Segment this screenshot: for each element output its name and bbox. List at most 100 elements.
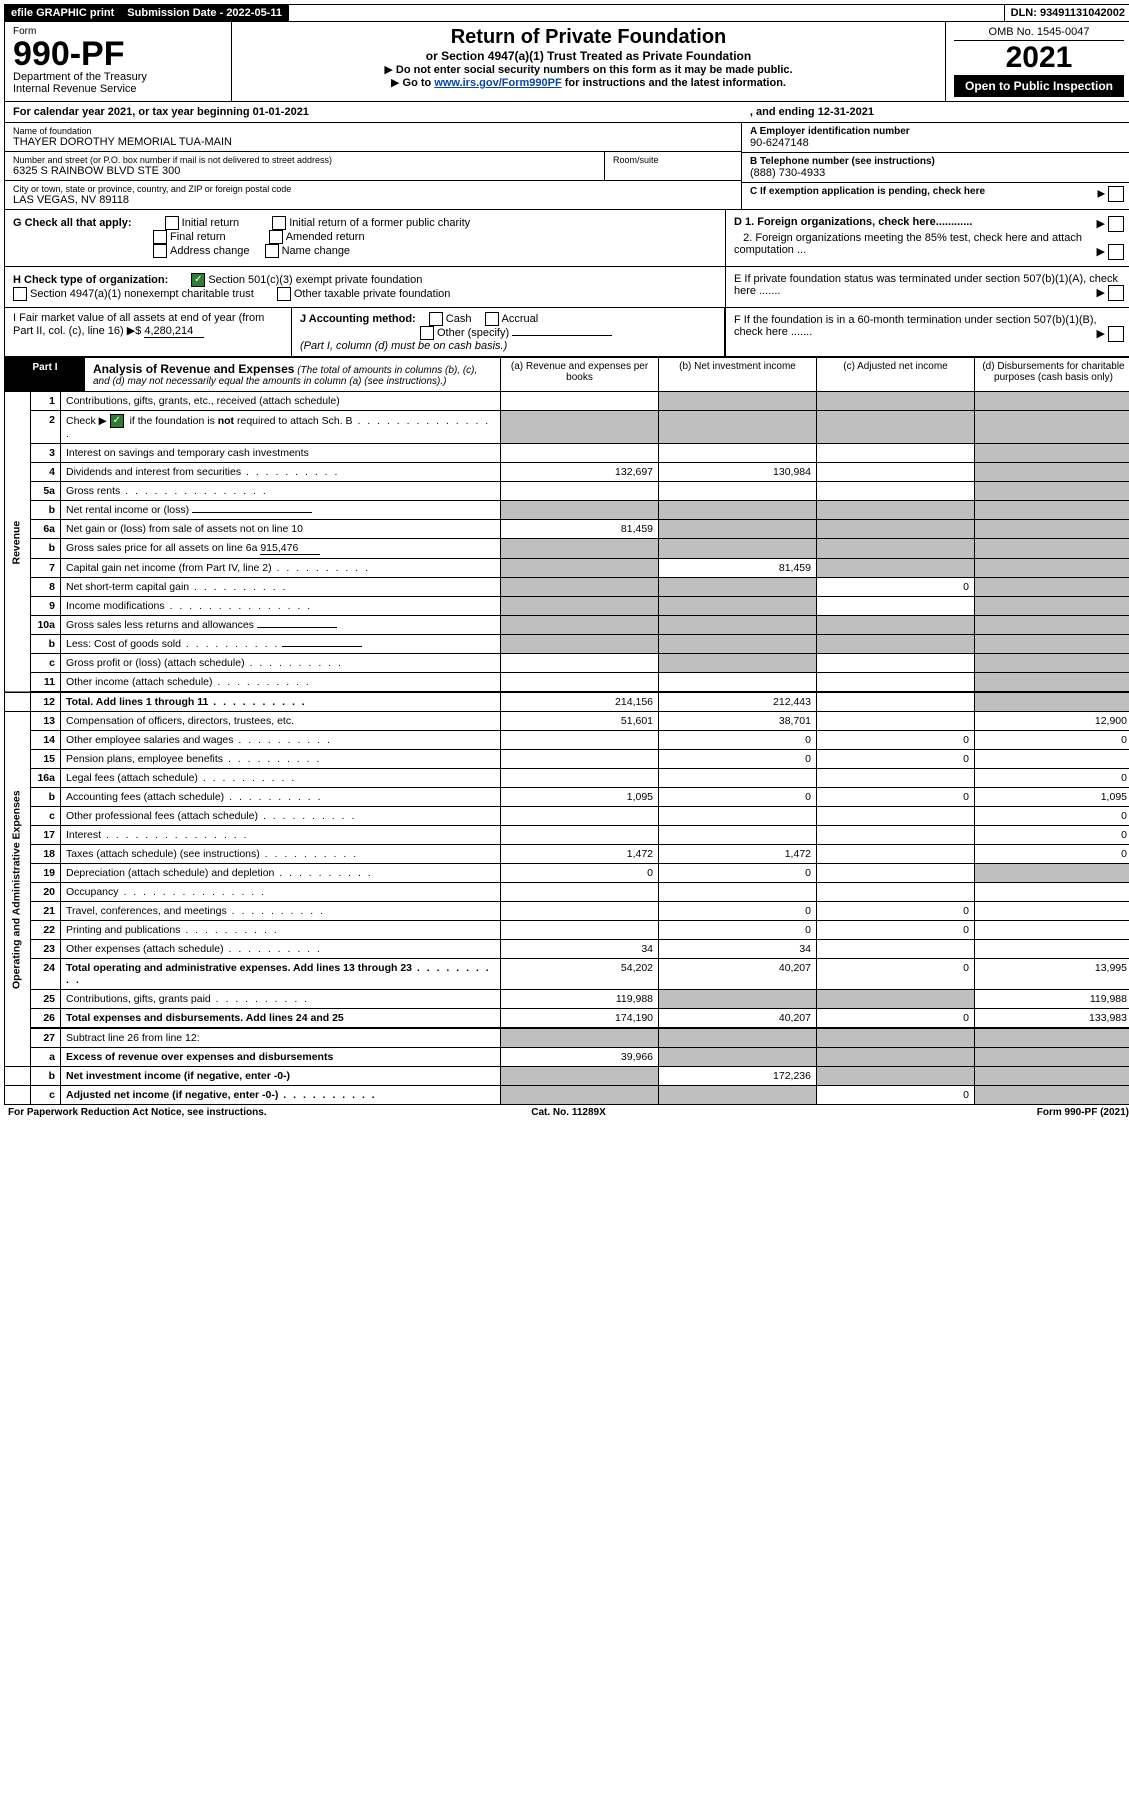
city-label: City or town, state or province, country… (13, 184, 733, 194)
col-c-header: (c) Adjusted net income (817, 358, 975, 392)
cat-no: Cat. No. 11289X (382, 1107, 756, 1118)
line13-desc: Compensation of officers, directors, tru… (61, 712, 501, 731)
line6a-a: 81,459 (501, 520, 659, 539)
final-return-cb[interactable] (153, 230, 167, 244)
line19-desc: Depreciation (attach schedule) and deple… (61, 864, 501, 883)
fmv-value: 4,280,214 (144, 325, 204, 338)
dln: DLN: 93491131042002 (1004, 5, 1129, 21)
paperwork-notice: For Paperwork Reduction Act Notice, see … (8, 1107, 382, 1118)
h-e-row: H Check type of organization: Section 50… (4, 267, 1129, 308)
line25-desc: Contributions, gifts, grants paid (61, 990, 501, 1009)
part1-table: Part I Analysis of Revenue and Expenses … (4, 357, 1129, 1105)
line27c-desc: Adjusted net income (if negative, enter … (61, 1086, 501, 1105)
amended-return-cb[interactable] (269, 230, 283, 244)
e-label: E If private foundation status was termi… (734, 273, 1118, 297)
501c3-cb[interactable] (191, 273, 205, 287)
line17-desc: Interest (61, 826, 501, 845)
line13-d: 12,900 (974, 712, 1129, 731)
line7-b: 81,459 (659, 559, 817, 578)
address-change-cb[interactable] (153, 244, 167, 258)
dept-treasury: Department of the Treasury (13, 71, 223, 83)
line1-desc: Contributions, gifts, grants, etc., rece… (61, 392, 501, 411)
line5a-desc: Gross rents (61, 482, 501, 501)
4947a1-cb[interactable] (13, 287, 27, 301)
line22-desc: Printing and publications (61, 921, 501, 940)
irs-label: Internal Revenue Service (13, 83, 223, 95)
schb-not-required-cb[interactable] (110, 414, 124, 428)
form990pf-link[interactable]: www.irs.gov/Form990PF (434, 77, 561, 89)
h-label: H Check type of organization: (13, 274, 168, 286)
d2-label: 2. Foreign organizations meeting the 85%… (734, 232, 1082, 256)
line6a-desc: Net gain or (loss) from sale of assets n… (61, 520, 501, 539)
omb-number: OMB No. 1545-0047 (954, 26, 1124, 41)
line14-desc: Other employee salaries and wages (61, 731, 501, 750)
accrual-cb[interactable] (485, 312, 499, 326)
exemption-pending-checkbox[interactable] (1108, 186, 1124, 202)
d2-checkbox[interactable] (1108, 244, 1124, 260)
line26-desc: Total expenses and disbursements. Add li… (61, 1009, 501, 1029)
line13-b: 38,701 (659, 712, 817, 731)
line4-desc: Dividends and interest from securities (61, 463, 501, 482)
cash-cb[interactable] (429, 312, 443, 326)
note-goto: Go to www.irs.gov/Form990PF for instruct… (240, 76, 937, 89)
d1-label: D 1. Foreign organizations, check here..… (734, 216, 972, 228)
room-suite-label: Room/suite (604, 152, 741, 180)
line16b-desc: Accounting fees (attach schedule) (61, 788, 501, 807)
line16c-desc: Other professional fees (attach schedule… (61, 807, 501, 826)
city-state-zip: LAS VEGAS, NV 89118 (13, 194, 733, 206)
line12-a: 214,156 (501, 692, 659, 712)
col-b-header: (b) Net investment income (659, 358, 817, 392)
other-taxable-cb[interactable] (277, 287, 291, 301)
line12-desc: Total. Add lines 1 through 11 (61, 692, 501, 712)
line5b-desc: Net rental income or (loss) (61, 501, 501, 520)
g-label: G Check all that apply: (13, 217, 132, 229)
col-a-header: (a) Revenue and expenses per books (501, 358, 659, 392)
efile-print-btn[interactable]: efile GRAPHIC print (5, 5, 121, 21)
tax-year: 2021 (954, 43, 1124, 73)
e-checkbox[interactable] (1108, 285, 1124, 301)
j-note: (Part I, column (d) must be on cash basi… (300, 340, 507, 352)
line6b-desc: Gross sales price for all assets on line… (61, 539, 501, 559)
form-subtitle: or Section 4947(a)(1) Trust Treated as P… (240, 49, 937, 63)
d1-checkbox[interactable] (1108, 216, 1124, 232)
form-header: Form 990-PF Department of the Treasury I… (4, 22, 1129, 102)
phone-value: (888) 730-4933 (750, 167, 1124, 179)
line10a-desc: Gross sales less returns and allowances (61, 616, 501, 635)
line21-desc: Travel, conferences, and meetings (61, 902, 501, 921)
col-d-header: (d) Disbursements for charitable purpose… (974, 358, 1129, 392)
line23-desc: Other expenses (attach schedule) (61, 940, 501, 959)
line12-b: 212,443 (659, 692, 817, 712)
line6b-val: 915,476 (260, 542, 320, 555)
name-change-cb[interactable] (265, 244, 279, 258)
part1-tab: Part I (5, 358, 85, 391)
submission-date: Submission Date - 2022-05-11 (121, 5, 289, 21)
line27-desc: Subtract line 26 from line 12: (61, 1028, 501, 1048)
note-ssn: Do not enter social security numbers on … (240, 63, 937, 76)
line20-desc: Occupancy (61, 883, 501, 902)
line16a-desc: Legal fees (attach schedule) (61, 769, 501, 788)
line2-desc: Check ▶ if the foundation is not require… (61, 411, 501, 444)
part1-title: Analysis of Revenue and Expenses (The to… (85, 358, 500, 391)
page-footer: For Paperwork Reduction Act Notice, see … (4, 1105, 1129, 1120)
open-to-public: Open to Public Inspection (954, 75, 1124, 97)
initial-former-cb[interactable] (272, 216, 286, 230)
line9-desc: Income modifications (61, 597, 501, 616)
line8-desc: Net short-term capital gain (61, 578, 501, 597)
ein-label: A Employer identification number (750, 126, 910, 137)
revenue-side-label: Revenue (5, 392, 31, 693)
phone-label: B Telephone number (see instructions) (750, 156, 935, 167)
g-d-row: G Check all that apply: Initial return I… (4, 210, 1129, 267)
other-method-cb[interactable] (420, 326, 434, 340)
calendar-year-row: For calendar year 2021, or tax year begi… (4, 102, 1129, 123)
addr-label: Number and street (or P.O. box number if… (13, 155, 596, 165)
initial-return-cb[interactable] (165, 216, 179, 230)
form-number: 990-PF (13, 37, 223, 71)
entity-block: Name of foundation THAYER DOROTHY MEMORI… (4, 123, 1129, 210)
topbar: efile GRAPHIC print Submission Date - 20… (4, 4, 1129, 22)
line27a-desc: Excess of revenue over expenses and disb… (61, 1048, 501, 1067)
line24-desc: Total operating and administrative expen… (61, 959, 501, 990)
f-label: F If the foundation is in a 60-month ter… (734, 314, 1097, 338)
form-title: Return of Private Foundation (240, 26, 937, 49)
f-checkbox[interactable] (1108, 326, 1124, 342)
line10b-desc: Less: Cost of goods sold (61, 635, 501, 654)
